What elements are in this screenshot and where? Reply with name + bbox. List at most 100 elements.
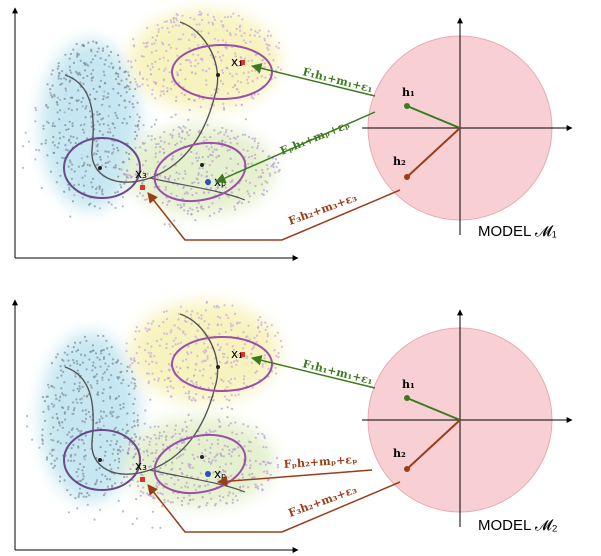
data-dot [82, 197, 84, 199]
data-dot [220, 59, 222, 61]
data-dot [212, 431, 214, 433]
data-dot [188, 134, 190, 136]
data-dot [136, 135, 138, 137]
data-dot [225, 131, 227, 133]
data-dot [275, 45, 277, 47]
data-dot [194, 36, 196, 38]
data-dot [165, 50, 167, 52]
data-dot [117, 54, 119, 56]
data-dot [151, 126, 153, 128]
data-dot [115, 207, 117, 209]
data-dot [117, 453, 119, 455]
data-dot [79, 398, 81, 400]
data-dot [258, 72, 260, 74]
data-dot [119, 450, 121, 452]
data-dot [184, 170, 186, 172]
data-dot [205, 79, 207, 81]
data-dot [44, 420, 46, 422]
data-dot [71, 413, 73, 415]
data-dot [220, 346, 222, 348]
data-dot [77, 475, 79, 477]
data-dot [213, 212, 215, 214]
data-dot [247, 163, 249, 165]
data-dot [169, 225, 171, 227]
data-dot [129, 364, 131, 366]
data-dot [104, 82, 106, 84]
data-dot [249, 441, 251, 443]
data-dot [75, 350, 77, 352]
data-dot [182, 177, 184, 179]
data-dot [111, 346, 113, 348]
data-dot [68, 140, 70, 142]
data-dot [110, 386, 112, 388]
data-dot [261, 433, 263, 435]
data-dot [102, 193, 104, 195]
data-dot [217, 133, 219, 135]
data-dot [142, 78, 144, 80]
data-dot [249, 182, 251, 184]
data-dot [248, 71, 250, 73]
data-dot [126, 424, 128, 426]
data-dot [181, 15, 183, 17]
data-dot [72, 125, 74, 127]
data-dot [107, 131, 109, 133]
data-dot [85, 340, 87, 342]
data-dot [53, 152, 55, 154]
data-dot [148, 363, 150, 365]
data-dot [161, 435, 163, 437]
data-dot [203, 368, 205, 370]
data-dot [250, 29, 252, 31]
data-dot [159, 151, 161, 153]
data-dot [103, 90, 105, 92]
data-dot [64, 54, 66, 56]
data-dot [157, 143, 159, 145]
data-dot [198, 23, 200, 25]
data-dot [170, 193, 172, 195]
data-dot [161, 27, 163, 29]
data-dot [157, 492, 159, 494]
data-dot [192, 454, 194, 456]
data-dot [154, 497, 156, 499]
data-dot [60, 374, 62, 376]
data-dot [160, 94, 162, 96]
data-dot [51, 450, 53, 452]
data-dot [80, 480, 82, 482]
data-dot [267, 335, 269, 337]
data-dot [125, 86, 127, 88]
data-dot [87, 164, 89, 166]
data-dot [164, 379, 166, 381]
data-dot [56, 104, 58, 106]
data-dot [128, 444, 130, 446]
data-dot [230, 475, 232, 477]
latent-point [404, 466, 410, 472]
data-dot [78, 439, 80, 441]
data-dot [166, 343, 168, 345]
data-dot [85, 116, 87, 118]
data-dot [126, 122, 128, 124]
data-dot [52, 136, 54, 138]
data-dot [163, 332, 165, 334]
data-dot [85, 482, 87, 484]
data-dot [92, 178, 94, 180]
data-dot [85, 435, 87, 437]
data-dot [227, 317, 229, 319]
data-dot [171, 136, 173, 138]
data-dot [114, 192, 116, 194]
data-dot [108, 379, 110, 381]
data-dot [178, 133, 180, 135]
data-dot [106, 478, 108, 480]
data-dot [176, 55, 178, 57]
data-dot [42, 125, 44, 127]
data-dot [57, 353, 59, 355]
data-dot [254, 35, 256, 37]
data-dot [91, 387, 93, 389]
data-dot [226, 343, 228, 345]
data-dot [109, 128, 111, 130]
data-dot [243, 445, 245, 447]
data-dot [66, 489, 68, 491]
data-dot [184, 320, 186, 322]
data-dot [186, 426, 188, 428]
data-dot [139, 146, 141, 148]
data-dot [253, 192, 255, 194]
data-dot [214, 504, 216, 506]
